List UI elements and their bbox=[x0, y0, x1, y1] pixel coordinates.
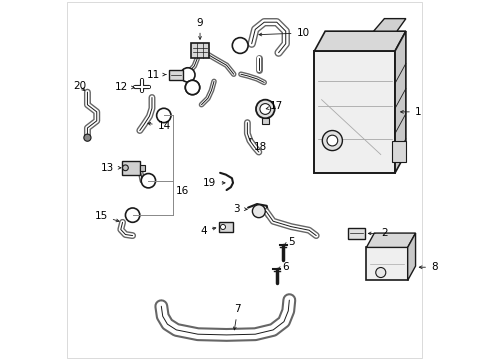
Circle shape bbox=[255, 100, 274, 118]
Text: 13: 13 bbox=[101, 163, 121, 173]
Circle shape bbox=[180, 68, 195, 82]
Circle shape bbox=[232, 38, 247, 53]
Text: 4: 4 bbox=[200, 226, 215, 236]
Bar bbox=[191, 43, 208, 58]
Circle shape bbox=[125, 208, 140, 222]
Bar bbox=[122, 161, 140, 175]
Polygon shape bbox=[366, 233, 415, 247]
Text: 11: 11 bbox=[147, 69, 165, 80]
Polygon shape bbox=[407, 233, 415, 280]
Circle shape bbox=[260, 104, 270, 114]
Circle shape bbox=[185, 80, 199, 95]
Bar bbox=[169, 69, 183, 80]
Text: 1: 1 bbox=[400, 107, 421, 117]
Bar bbox=[314, 51, 394, 173]
Circle shape bbox=[141, 174, 155, 188]
Text: 5: 5 bbox=[283, 237, 295, 247]
Text: 8: 8 bbox=[418, 262, 437, 272]
Text: 20: 20 bbox=[73, 81, 86, 91]
Text: 2: 2 bbox=[367, 229, 386, 238]
Circle shape bbox=[156, 108, 171, 123]
Text: 19: 19 bbox=[203, 178, 224, 188]
Bar bbox=[391, 140, 405, 162]
Polygon shape bbox=[314, 31, 405, 51]
Text: 10: 10 bbox=[259, 28, 309, 38]
Circle shape bbox=[83, 134, 91, 141]
Circle shape bbox=[322, 131, 342, 150]
Bar bbox=[140, 165, 145, 171]
Circle shape bbox=[252, 205, 265, 218]
Text: 12: 12 bbox=[114, 82, 134, 93]
Circle shape bbox=[375, 267, 385, 278]
Polygon shape bbox=[394, 31, 405, 173]
Text: 7: 7 bbox=[233, 304, 241, 330]
Circle shape bbox=[326, 135, 337, 146]
Polygon shape bbox=[373, 19, 405, 31]
Text: 6: 6 bbox=[277, 262, 288, 272]
Text: 16: 16 bbox=[175, 186, 188, 197]
Circle shape bbox=[185, 80, 199, 95]
Text: 14: 14 bbox=[147, 121, 171, 131]
Text: 3: 3 bbox=[233, 204, 246, 214]
Text: 15: 15 bbox=[94, 211, 119, 222]
Text: 17: 17 bbox=[265, 102, 282, 112]
Bar bbox=[348, 228, 364, 239]
Bar bbox=[219, 222, 233, 232]
Circle shape bbox=[220, 225, 225, 229]
Bar bbox=[261, 118, 268, 124]
Text: 9: 9 bbox=[196, 18, 203, 39]
Circle shape bbox=[122, 165, 128, 171]
Bar bbox=[366, 247, 407, 280]
Text: 18: 18 bbox=[249, 138, 266, 152]
